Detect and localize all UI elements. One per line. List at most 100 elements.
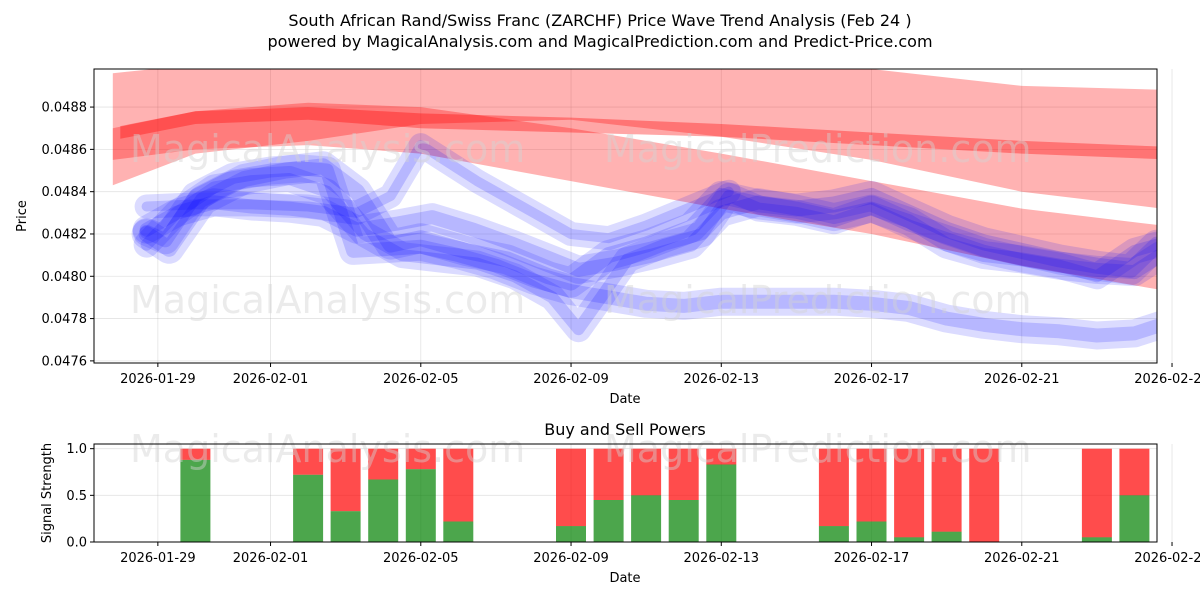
blue-wave-5 (141, 140, 734, 244)
red-band-core (120, 107, 1157, 160)
sell-power-bar (856, 448, 887, 522)
red-band-upper (112, 69, 1157, 208)
watermark-text: MagicalAnalysis.com (130, 427, 525, 471)
price-y-tick-label: 0.0484 (42, 185, 88, 200)
buy-power-bar (556, 526, 586, 542)
price-y-ticks: 0.0476 0.0478 0.0480 0.0482 0.0484 0.0486 0.04… (42, 101, 94, 369)
buy-power-bar (443, 521, 474, 542)
price-x-tick-label: 2026-02-21 (984, 372, 1060, 387)
price-y-tick-label: 0.0486 (42, 143, 88, 158)
price-x-tick-label: 2026-01-29 (120, 372, 196, 387)
signal-x-tick-label: 2026-02-13 (684, 551, 760, 566)
signal-y-tick-label: 1.0 (66, 442, 87, 457)
buy-power-bar (330, 511, 361, 542)
price-x-axis-label: Date (609, 392, 640, 407)
sell-power-bar (368, 448, 399, 480)
price-watermarks: MagicalAnalysis.com MagicalPrediction.co… (130, 127, 1032, 322)
signal-y-tick-label: 0.5 (66, 489, 87, 504)
price-wave-panel: MagicalAnalysis.com MagicalPrediction.co… (15, 68, 1200, 407)
blue-wave-1-halo (132, 154, 1157, 350)
price-x-ticks: 2026-01-29 2026-02-01 2026-02-05 2026-02-09… (120, 363, 1200, 387)
signal-y-tick-label: 0.0 (66, 536, 87, 551)
buy-power-bar (180, 459, 211, 542)
blue-wave-4 (140, 173, 1157, 336)
price-y-tick-label: 0.0488 (42, 101, 88, 116)
price-x-tick-label: 2026-02-01 (233, 372, 309, 387)
signal-y-axis-label: Signal Strength (40, 443, 55, 543)
signal-x-axis-label: Date (609, 571, 640, 586)
price-bands (112, 69, 1157, 290)
signal-x-tick-label: 2026-02-01 (233, 551, 309, 566)
buy-power-bar (593, 500, 624, 542)
buy-power-bar (894, 537, 925, 542)
sell-power-bar (668, 448, 699, 500)
price-y-tick-label: 0.0476 (42, 354, 88, 369)
price-x-tick-label: 2026-02-05 (383, 372, 459, 387)
blue-wave-3-halo (132, 188, 1157, 287)
chart-title-line2: powered by MagicalAnalysis.com and Magic… (267, 32, 932, 51)
signal-x-ticks: 2026-01-29 2026-02-01 2026-02-05 2026-02-09… (120, 542, 1200, 566)
signal-x-tick-label: 2026-01-29 (120, 551, 196, 566)
blue-wave-1 (139, 161, 1157, 343)
blue-wave-4-halo (133, 166, 1157, 343)
sell-power-bar (818, 448, 849, 527)
price-x-tick-label: 2026-02-09 (533, 372, 609, 387)
buy-power-bar (405, 469, 436, 542)
signal-x-tick-label: 2026-02-21 (984, 551, 1060, 566)
sell-power-bar (405, 448, 436, 470)
price-y-tick-label: 0.0482 (42, 227, 88, 242)
blue-wave-2 (138, 158, 1157, 291)
sell-power-bar (330, 448, 361, 512)
blue-wave-3 (139, 195, 1157, 280)
signal-axes-frame (93, 443, 1158, 543)
buy-power-bar (856, 521, 887, 542)
sell-power-bar (894, 448, 925, 538)
price-y-axis-label: Price (15, 200, 30, 232)
sell-power-bar (443, 448, 474, 522)
buy-power-bar (293, 474, 324, 542)
sell-power-bar (1081, 448, 1112, 538)
sell-power-bar (931, 448, 962, 532)
buy-power-bar (368, 479, 399, 542)
signal-x-tick-label: 2026-02-17 (834, 551, 910, 566)
red-band-lower (112, 102, 1157, 290)
price-waves (131, 133, 1157, 350)
sell-power-bar (180, 448, 211, 460)
watermark-text: MagicalPrediction.com (604, 127, 1032, 171)
price-axes-frame (93, 68, 1158, 364)
price-x-tick-label: 2026-02-17 (834, 372, 910, 387)
blue-wave-2-halo (131, 151, 1157, 298)
sell-power-bar (631, 448, 662, 496)
buy-power-bar (1081, 537, 1112, 542)
buy-power-bar (706, 464, 737, 542)
price-y-tick-label: 0.0478 (42, 312, 88, 327)
buy-power-bar (818, 526, 849, 542)
blue-wave-5-halo (134, 133, 741, 251)
signal-x-tick-label: 2026-02-05 (383, 551, 459, 566)
buy-power-bar (931, 531, 962, 542)
sell-power-bar (706, 448, 737, 465)
watermark-text: MagicalPrediction.com (604, 278, 1032, 322)
price-x-tick-label: 2026-02-25 (1134, 372, 1200, 387)
sell-power-bar (556, 448, 586, 527)
chart-title-line1: South African Rand/Swiss Franc (ZARCHF) … (288, 11, 911, 30)
signal-y-ticks: 0.0 0.5 1.0 (66, 442, 94, 551)
price-grid (94, 69, 1173, 363)
buy-sell-panel: Buy and Sell Powers MagicalAnalysis.com … (40, 420, 1200, 586)
watermark-text: MagicalAnalysis.com (130, 127, 525, 171)
price-x-tick-label: 2026-02-13 (684, 372, 760, 387)
buy-power-bar (668, 500, 699, 542)
buy-power-bar (1119, 495, 1150, 542)
price-y-tick-label: 0.0480 (42, 270, 88, 285)
sell-power-bar (1119, 448, 1150, 496)
watermark-text: MagicalPrediction.com (604, 427, 1032, 471)
watermark-text: MagicalAnalysis.com (130, 278, 525, 322)
sell-power-bar (969, 448, 1000, 542)
signal-bars (180, 448, 1150, 542)
buy-sell-title: Buy and Sell Powers (544, 420, 706, 439)
buy-power-bar (631, 495, 662, 542)
signal-x-tick-label: 2026-02-25 (1134, 551, 1200, 566)
sell-power-bar (593, 448, 624, 500)
signal-x-tick-label: 2026-02-09 (533, 551, 609, 566)
